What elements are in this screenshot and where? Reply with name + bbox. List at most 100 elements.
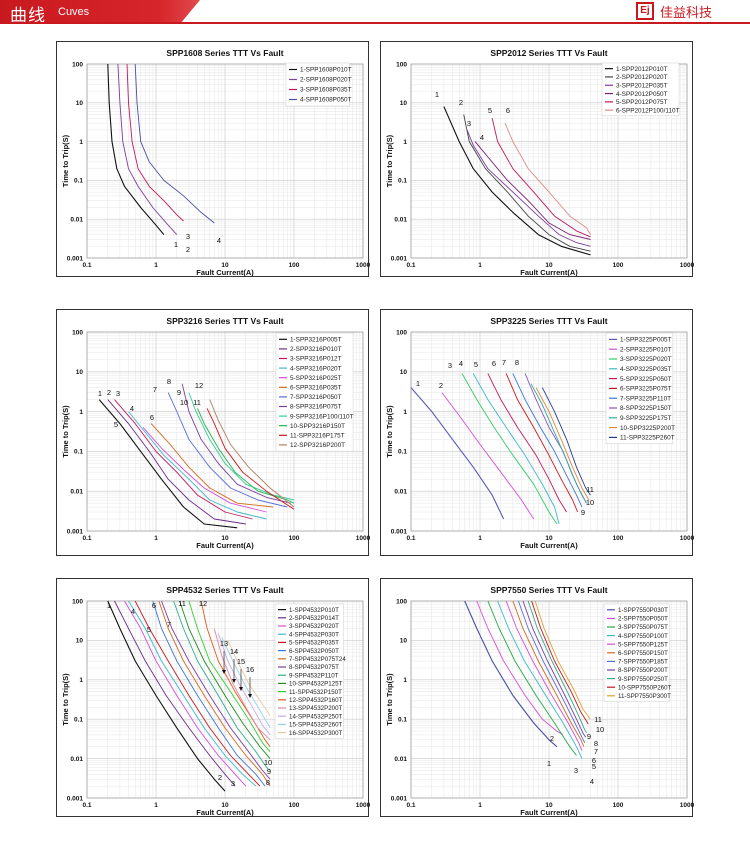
legend-entry: 5-SPP3225P050T: [620, 376, 672, 383]
y-tick-label: 1: [403, 677, 407, 684]
legend-entry: 16-SPP4532P300T: [289, 730, 343, 737]
x-tick-label: 0.1: [82, 802, 91, 809]
series-line: [541, 387, 591, 496]
y-tick-label: 10: [400, 100, 408, 107]
x-axis-label: Fault Current(A): [520, 808, 578, 817]
y-tick-label: 0.001: [67, 795, 84, 802]
y-tick-label: 1: [403, 409, 407, 416]
curve-callout: 5: [488, 106, 492, 115]
series-line: [167, 392, 288, 508]
series-line: [124, 600, 247, 787]
series-line: [107, 63, 165, 235]
legend-entry: 3-SPP4532P020T: [289, 623, 339, 630]
y-tick-label: 0.1: [74, 717, 83, 724]
curve-callout: 8: [594, 739, 598, 748]
legend-entry: 6-SPP4532P050T: [289, 648, 339, 655]
y-tick-label: 1: [79, 677, 83, 684]
series-line: [522, 600, 587, 738]
legend-entry: 3-SPP3216P012T: [290, 356, 342, 363]
series-line: [504, 122, 591, 235]
brand: Ej 佳益科技: [635, 2, 712, 21]
curve-callout: 2: [459, 98, 463, 107]
legend-entry: 5-SPP2012P075T: [616, 99, 668, 106]
series-line: [128, 411, 267, 520]
curve-callout: 9: [581, 508, 585, 517]
x-tick-label: 1000: [680, 802, 694, 809]
series-line: [461, 373, 558, 525]
y-tick-label: 100: [72, 598, 83, 605]
legend-entry: 5-SPP4532P035T: [289, 640, 339, 647]
series-line: [487, 373, 567, 513]
y-tick-label: 0.1: [398, 449, 407, 456]
series-line: [464, 600, 558, 748]
series-line: [474, 141, 591, 240]
header-subtitle: Cuves: [58, 6, 90, 18]
callouts: 12 3 4: [174, 232, 221, 254]
legend-entry: 2-SPP4532P014T: [289, 615, 339, 622]
x-tick-label: 10: [545, 535, 553, 542]
y-tick-label: 0.01: [70, 489, 83, 496]
legend-box: [274, 603, 344, 739]
series-line: [134, 63, 215, 224]
curve-callout: 2: [186, 245, 190, 254]
legend-entry: 1-SPP4532P010T: [289, 607, 339, 614]
x-tick-label: 100: [289, 802, 300, 809]
series-line: [134, 600, 261, 787]
x-tick-label: 100: [289, 535, 300, 542]
series-line: [197, 408, 295, 504]
x-axis-label: Fault Current(A): [196, 268, 254, 277]
legend-entry: 3-SPP3225P020T: [620, 356, 672, 363]
y-tick-label: 10: [400, 638, 408, 645]
curve-callout: 16: [246, 665, 254, 674]
ej-logo-icon: Ej: [635, 2, 654, 20]
curve-callout: 3: [116, 389, 120, 398]
curve-callout: 1: [435, 90, 439, 99]
legend-entry: 4-SPP3216P020T: [290, 365, 342, 372]
y-tick-label: 100: [396, 61, 407, 68]
chart-panel-spp7550: SPP7550 Series TTT Vs Fault 0.1 1 10 100 1000…: [380, 578, 694, 817]
x-tick-label: 0.1: [82, 262, 91, 269]
series-group: [107, 600, 271, 792]
series-line: [463, 114, 591, 252]
y-tick-label: 100: [396, 598, 407, 605]
series-line: [173, 600, 271, 771]
curve-callout: 6: [150, 413, 154, 422]
legend-entry: 9-SPP3216P100/110T: [290, 413, 354, 420]
x-tick-label: 1: [154, 262, 158, 269]
curve-callout: 15: [237, 657, 245, 666]
series-group: [107, 63, 215, 235]
y-tick-label: 0.001: [391, 255, 408, 262]
curve-callout: 10: [596, 725, 604, 734]
chart-title: SPP2012 Series TTT Vs Fault: [490, 48, 607, 58]
series-line: [206, 408, 295, 510]
y-tick-label: 100: [72, 329, 83, 336]
curve-callout: 8: [515, 358, 519, 367]
x-tick-label: 100: [613, 802, 624, 809]
chart-title: SPP3216 Series TTT Vs Fault: [166, 316, 283, 326]
series-line: [181, 383, 291, 504]
curve-callout: 8: [266, 778, 270, 787]
callout-arrowhead: [232, 679, 236, 683]
curve-callout: 4: [459, 359, 463, 368]
series-line: [161, 600, 271, 780]
legend-box: [285, 62, 350, 107]
header-banner: 曲线 Cuves: [0, 0, 200, 24]
chart-title: SPP4532 Series TTT Vs Fault: [166, 585, 283, 595]
curve-callout: 2: [107, 388, 111, 397]
legend-entry: 4-SPP3225P035T: [620, 366, 672, 373]
curve-callout: 1: [416, 379, 420, 388]
legend-entry: 9-SPP4532P110T: [289, 672, 339, 679]
curve-callout: 6: [492, 359, 496, 368]
curve-callout: 7: [502, 358, 506, 367]
series-line: [209, 399, 295, 508]
series-line: [527, 600, 587, 734]
x-tick-label: 1: [478, 802, 482, 809]
legend: 1-SPP3216P005T 2-SPP3216P010T 3-SPP3216P01…: [275, 332, 354, 452]
legend-entry: 6-SPP2012P100/110T: [616, 107, 680, 114]
x-tick-label: 100: [289, 262, 300, 269]
series-line: [530, 383, 587, 504]
legend-entry: 6-SPP7550P150T: [618, 650, 668, 657]
legend-entry: 10-SPP7550P260T: [618, 684, 672, 691]
